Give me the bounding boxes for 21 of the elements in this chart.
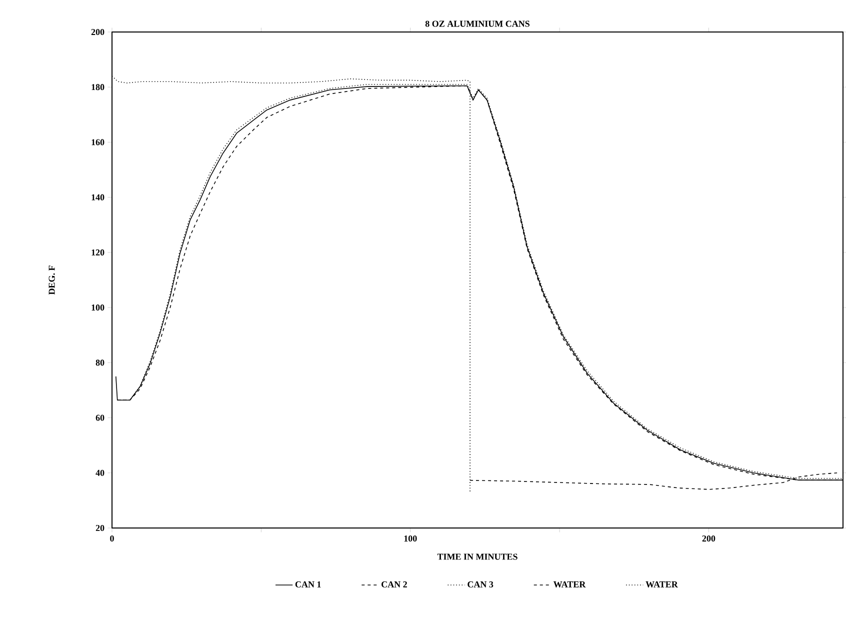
y-tick-label: 60 xyxy=(96,414,104,421)
legend-label: CAN 3 xyxy=(468,581,494,588)
legend-label: CAN 1 xyxy=(295,581,321,588)
legend-label: WATER xyxy=(646,581,678,588)
x-tick-label: 0 xyxy=(110,535,114,542)
y-tick-label: 200 xyxy=(91,28,104,36)
y-tick-label: 120 xyxy=(92,249,104,256)
y-tick-label: 160 xyxy=(92,139,104,146)
legend-label: CAN 2 xyxy=(382,581,407,588)
y-tick-label: 100 xyxy=(92,304,104,311)
y-axis-title: DEG. F xyxy=(48,266,55,295)
y-tick-label: 140 xyxy=(92,194,104,200)
y-tick-label: 40 xyxy=(96,470,104,476)
x-tick-label: 200 xyxy=(702,535,716,542)
y-tick-label: 20 xyxy=(96,524,104,532)
y-tick-label: 80 xyxy=(96,360,104,366)
chart-title: 8 OZ ALUMINIUM CANS xyxy=(425,20,530,27)
x-tick-label: 100 xyxy=(404,535,417,542)
x-axis-title: TIME IN MINUTES xyxy=(437,554,518,560)
legend-label: WATER xyxy=(553,581,586,588)
y-tick-label: 180 xyxy=(92,84,104,90)
